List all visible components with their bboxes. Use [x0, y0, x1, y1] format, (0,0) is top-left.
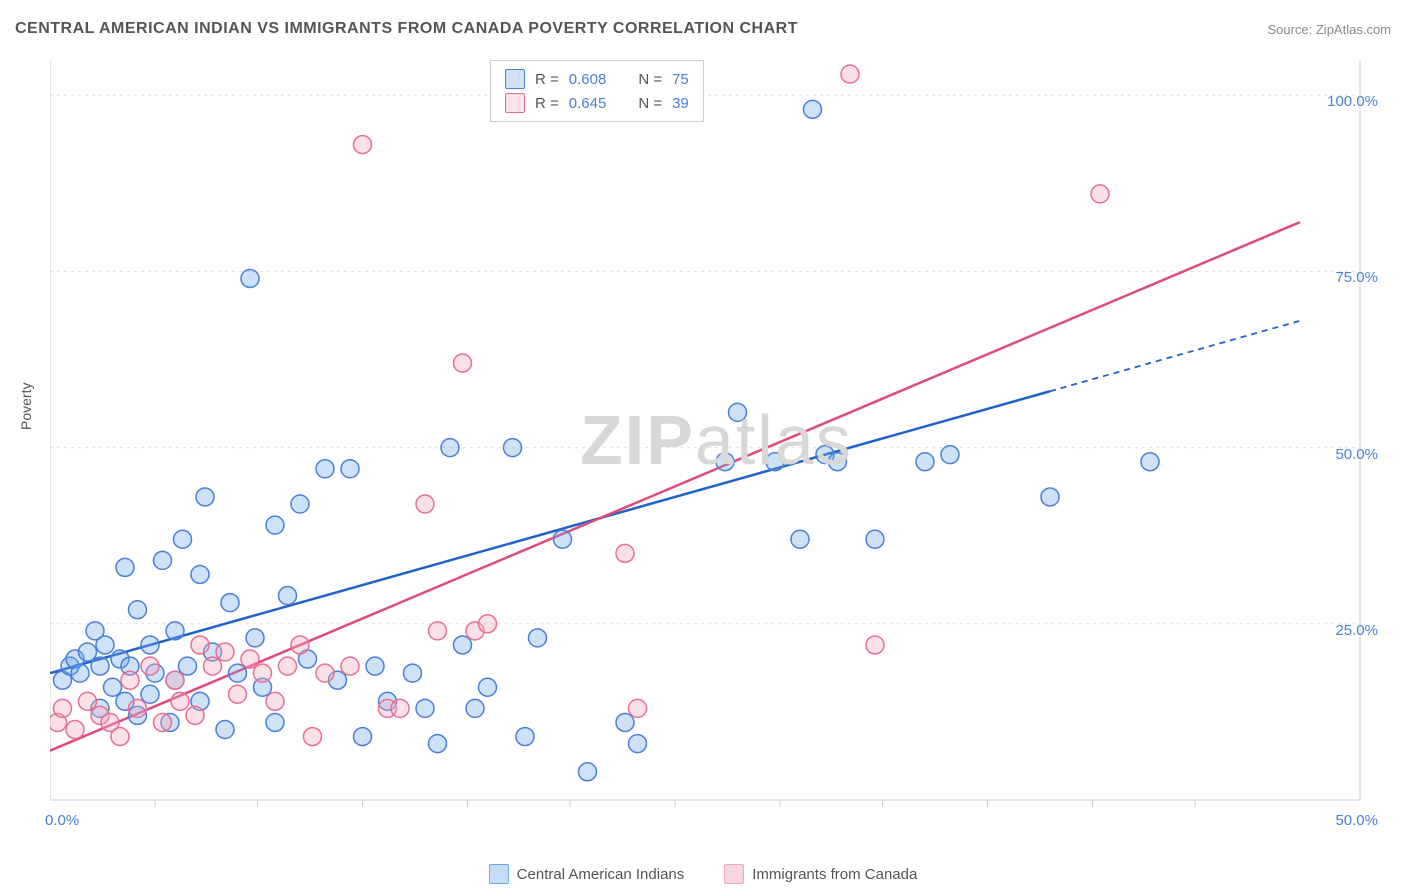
legend-label: Central American Indians [517, 866, 685, 883]
n-label: N = [638, 95, 662, 112]
source-label: Source: ZipAtlas.com [1267, 22, 1391, 37]
n-label: N = [638, 71, 662, 88]
stats-row: R = 0.608 N = 75 [505, 67, 689, 91]
bottom-legend: Central American Indians Immigrants from … [0, 864, 1406, 884]
y-axis-label: Poverty [18, 383, 34, 430]
r-label: R = [535, 71, 559, 88]
stats-swatch [505, 69, 525, 89]
stats-row: R = 0.645 N = 39 [505, 91, 689, 115]
y-tick-label: 50.0% [1335, 446, 1378, 463]
scatter-plot [50, 55, 1370, 830]
chart-area: ZIPatlas R =0.608N =75R =0.645N =39 25.0… [50, 55, 1370, 830]
legend-swatch [724, 864, 744, 884]
r-label: R = [535, 95, 559, 112]
y-tick-label: 75.0% [1335, 269, 1378, 286]
chart-title: CENTRAL AMERICAN INDIAN VS IMMIGRANTS FR… [15, 20, 798, 38]
y-tick-label: 100.0% [1327, 93, 1378, 110]
r-value: 0.645 [569, 95, 607, 112]
n-value: 75 [672, 71, 689, 88]
r-value: 0.608 [569, 71, 607, 88]
stats-legend-box: R = 0.608 N = 75 R = 0.645 N = 39 [490, 60, 704, 122]
legend-swatch [489, 864, 509, 884]
x-tick-label: 0.0% [45, 812, 79, 829]
y-tick-label: 25.0% [1335, 622, 1378, 639]
x-tick-label: 50.0% [1335, 812, 1378, 829]
n-value: 39 [672, 95, 689, 112]
stats-swatch [505, 93, 525, 113]
legend-label: Immigrants from Canada [752, 866, 917, 883]
legend-item: Central American Indians [489, 864, 685, 884]
legend-item: Immigrants from Canada [724, 864, 917, 884]
